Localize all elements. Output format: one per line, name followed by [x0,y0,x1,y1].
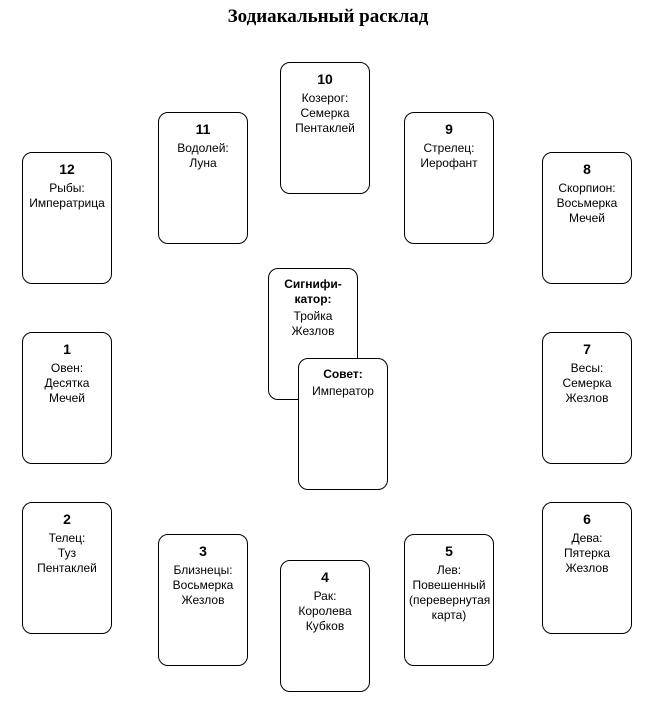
card-number: 3 [163,543,243,561]
card-sign: Скорпион: [547,181,627,196]
card-sign: Лев: [409,563,489,578]
zodiac-card-10: 10 Козерог:Семерка Пентаклей [280,62,370,194]
card-value: Луна [163,156,243,171]
card-sign: Близнецы: [163,563,243,578]
zodiac-card-3: 3 Близнецы:Восьмерка Жезлов [158,534,248,666]
zodiac-card-12: 12 Рыбы:Императрица [22,152,112,284]
card-sign: Весы: [547,361,627,376]
card-value: Восьмерка Жезлов [163,578,243,608]
card-value: Пятерка Жезлов [547,546,627,576]
card-value: Семерка Пентаклей [285,106,365,136]
zodiac-card-9: 9 Стрелец:Иерофант [404,112,494,244]
center-label: Совет: [303,367,383,382]
card-value: Десятка Мечей [27,376,107,406]
card-number: 1 [27,341,107,359]
center-value: Император [303,384,383,399]
zodiac-card-6: 6 Дева:Пятерка Жезлов [542,502,632,634]
card-sign: Рыбы: [27,181,107,196]
card-number: 10 [285,71,365,89]
zodiac-card-5: 5 Лев:Повешенный (перевернутая карта) [404,534,494,666]
card-value: Императрица [27,196,107,211]
card-sign: Козерог: [285,91,365,106]
center-value: Тройка Жезлов [273,309,353,339]
zodiac-spread-stage: Зодиакальный расклад 1 Овен:Десятка Мечей… [0,0,656,705]
zodiac-card-8: 8 Скорпион:Восьмерка Мечей [542,152,632,284]
card-value: Королева Кубков [285,604,365,634]
card-number: 12 [27,161,107,179]
zodiac-card-2: 2 Телец:Туз Пентаклей [22,502,112,634]
card-number: 6 [547,511,627,529]
card-value: Иерофант [409,156,489,171]
card-sign: Овен: [27,361,107,376]
card-value: Туз Пентаклей [27,546,107,576]
center-label: Сигнифи­катор: [273,277,353,307]
card-number: 9 [409,121,489,139]
card-sign: Водолей: [163,141,243,156]
page-title: Зодиакальный расклад [0,6,656,28]
card-value: Повешенный (перевернутая карта) [409,578,489,623]
card-number: 2 [27,511,107,529]
card-value: Семерка Жезлов [547,376,627,406]
card-sign: Стрелец: [409,141,489,156]
card-sign: Дева: [547,531,627,546]
card-number: 5 [409,543,489,561]
zodiac-card-7: 7 Весы:Семерка Жезлов [542,332,632,464]
card-sign: Рак: [285,589,365,604]
card-number: 7 [547,341,627,359]
card-number: 11 [163,121,243,139]
zodiac-card-1: 1 Овен:Десятка Мечей [22,332,112,464]
zodiac-card-11: 11 Водолей:Луна [158,112,248,244]
card-number: 8 [547,161,627,179]
card-value: Восьмерка Мечей [547,196,627,226]
card-number: 4 [285,569,365,587]
zodiac-card-4: 4 Рак:Королева Кубков [280,560,370,692]
card-sign: Телец: [27,531,107,546]
center-card-advice: Совет: Император [298,358,388,490]
